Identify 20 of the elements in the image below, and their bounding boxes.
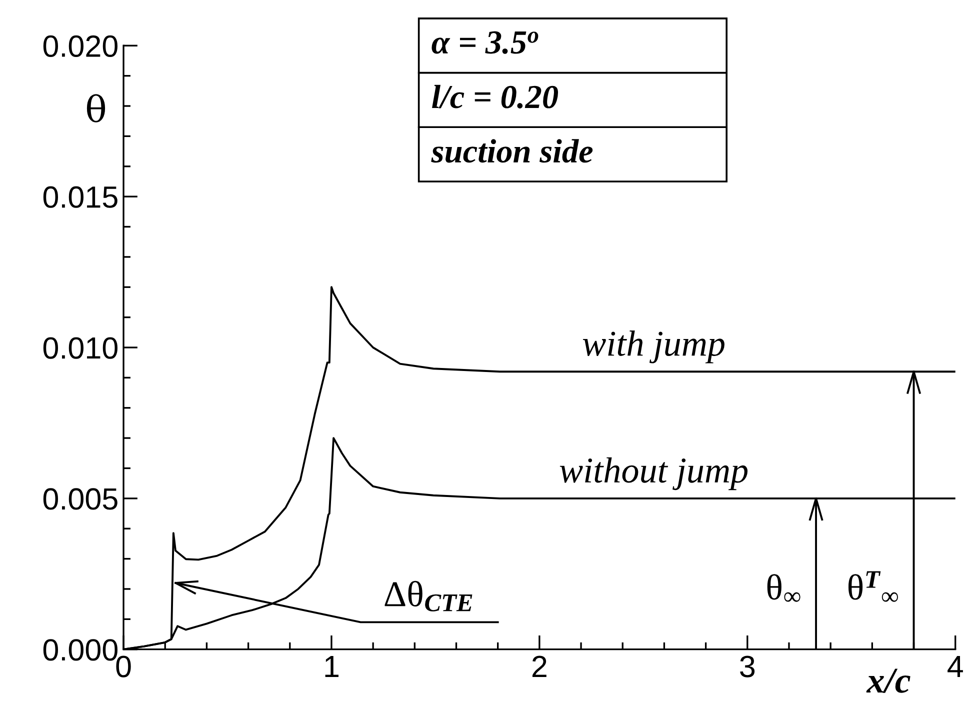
- x-tick-label: 4: [948, 656, 963, 678]
- x-tick-label: 0: [116, 656, 131, 678]
- x-tick-label: 1: [325, 656, 338, 678]
- y-tick-label: 0.000: [43, 639, 118, 661]
- y-tick-label: 0.010: [43, 337, 118, 359]
- annotation: l/c = 0.20: [432, 84, 558, 108]
- annotation: α = 3.5$^{o}$: [432, 31, 538, 54]
- annotation: θ$_{∞}$: [767, 574, 800, 602]
- y-axis-title: θ: [86, 94, 106, 122]
- annotation: Δθ$_{CTE}$: [384, 580, 472, 612]
- x-tick-label: 2: [532, 656, 546, 678]
- annotation: with jump: [582, 330, 724, 364]
- y-tick-label: 0.015: [43, 186, 118, 208]
- annotation: without jump: [560, 457, 748, 490]
- y-tick-label: 0.020: [43, 35, 118, 57]
- x-axis-title: x/c: [866, 668, 910, 693]
- x-tick-label: 3: [740, 656, 755, 678]
- annotation: θ$^{T}$$_{∞}$: [848, 571, 898, 602]
- y-tick-label: 0.005: [43, 488, 118, 510]
- annotation: suction side: [431, 139, 593, 163]
